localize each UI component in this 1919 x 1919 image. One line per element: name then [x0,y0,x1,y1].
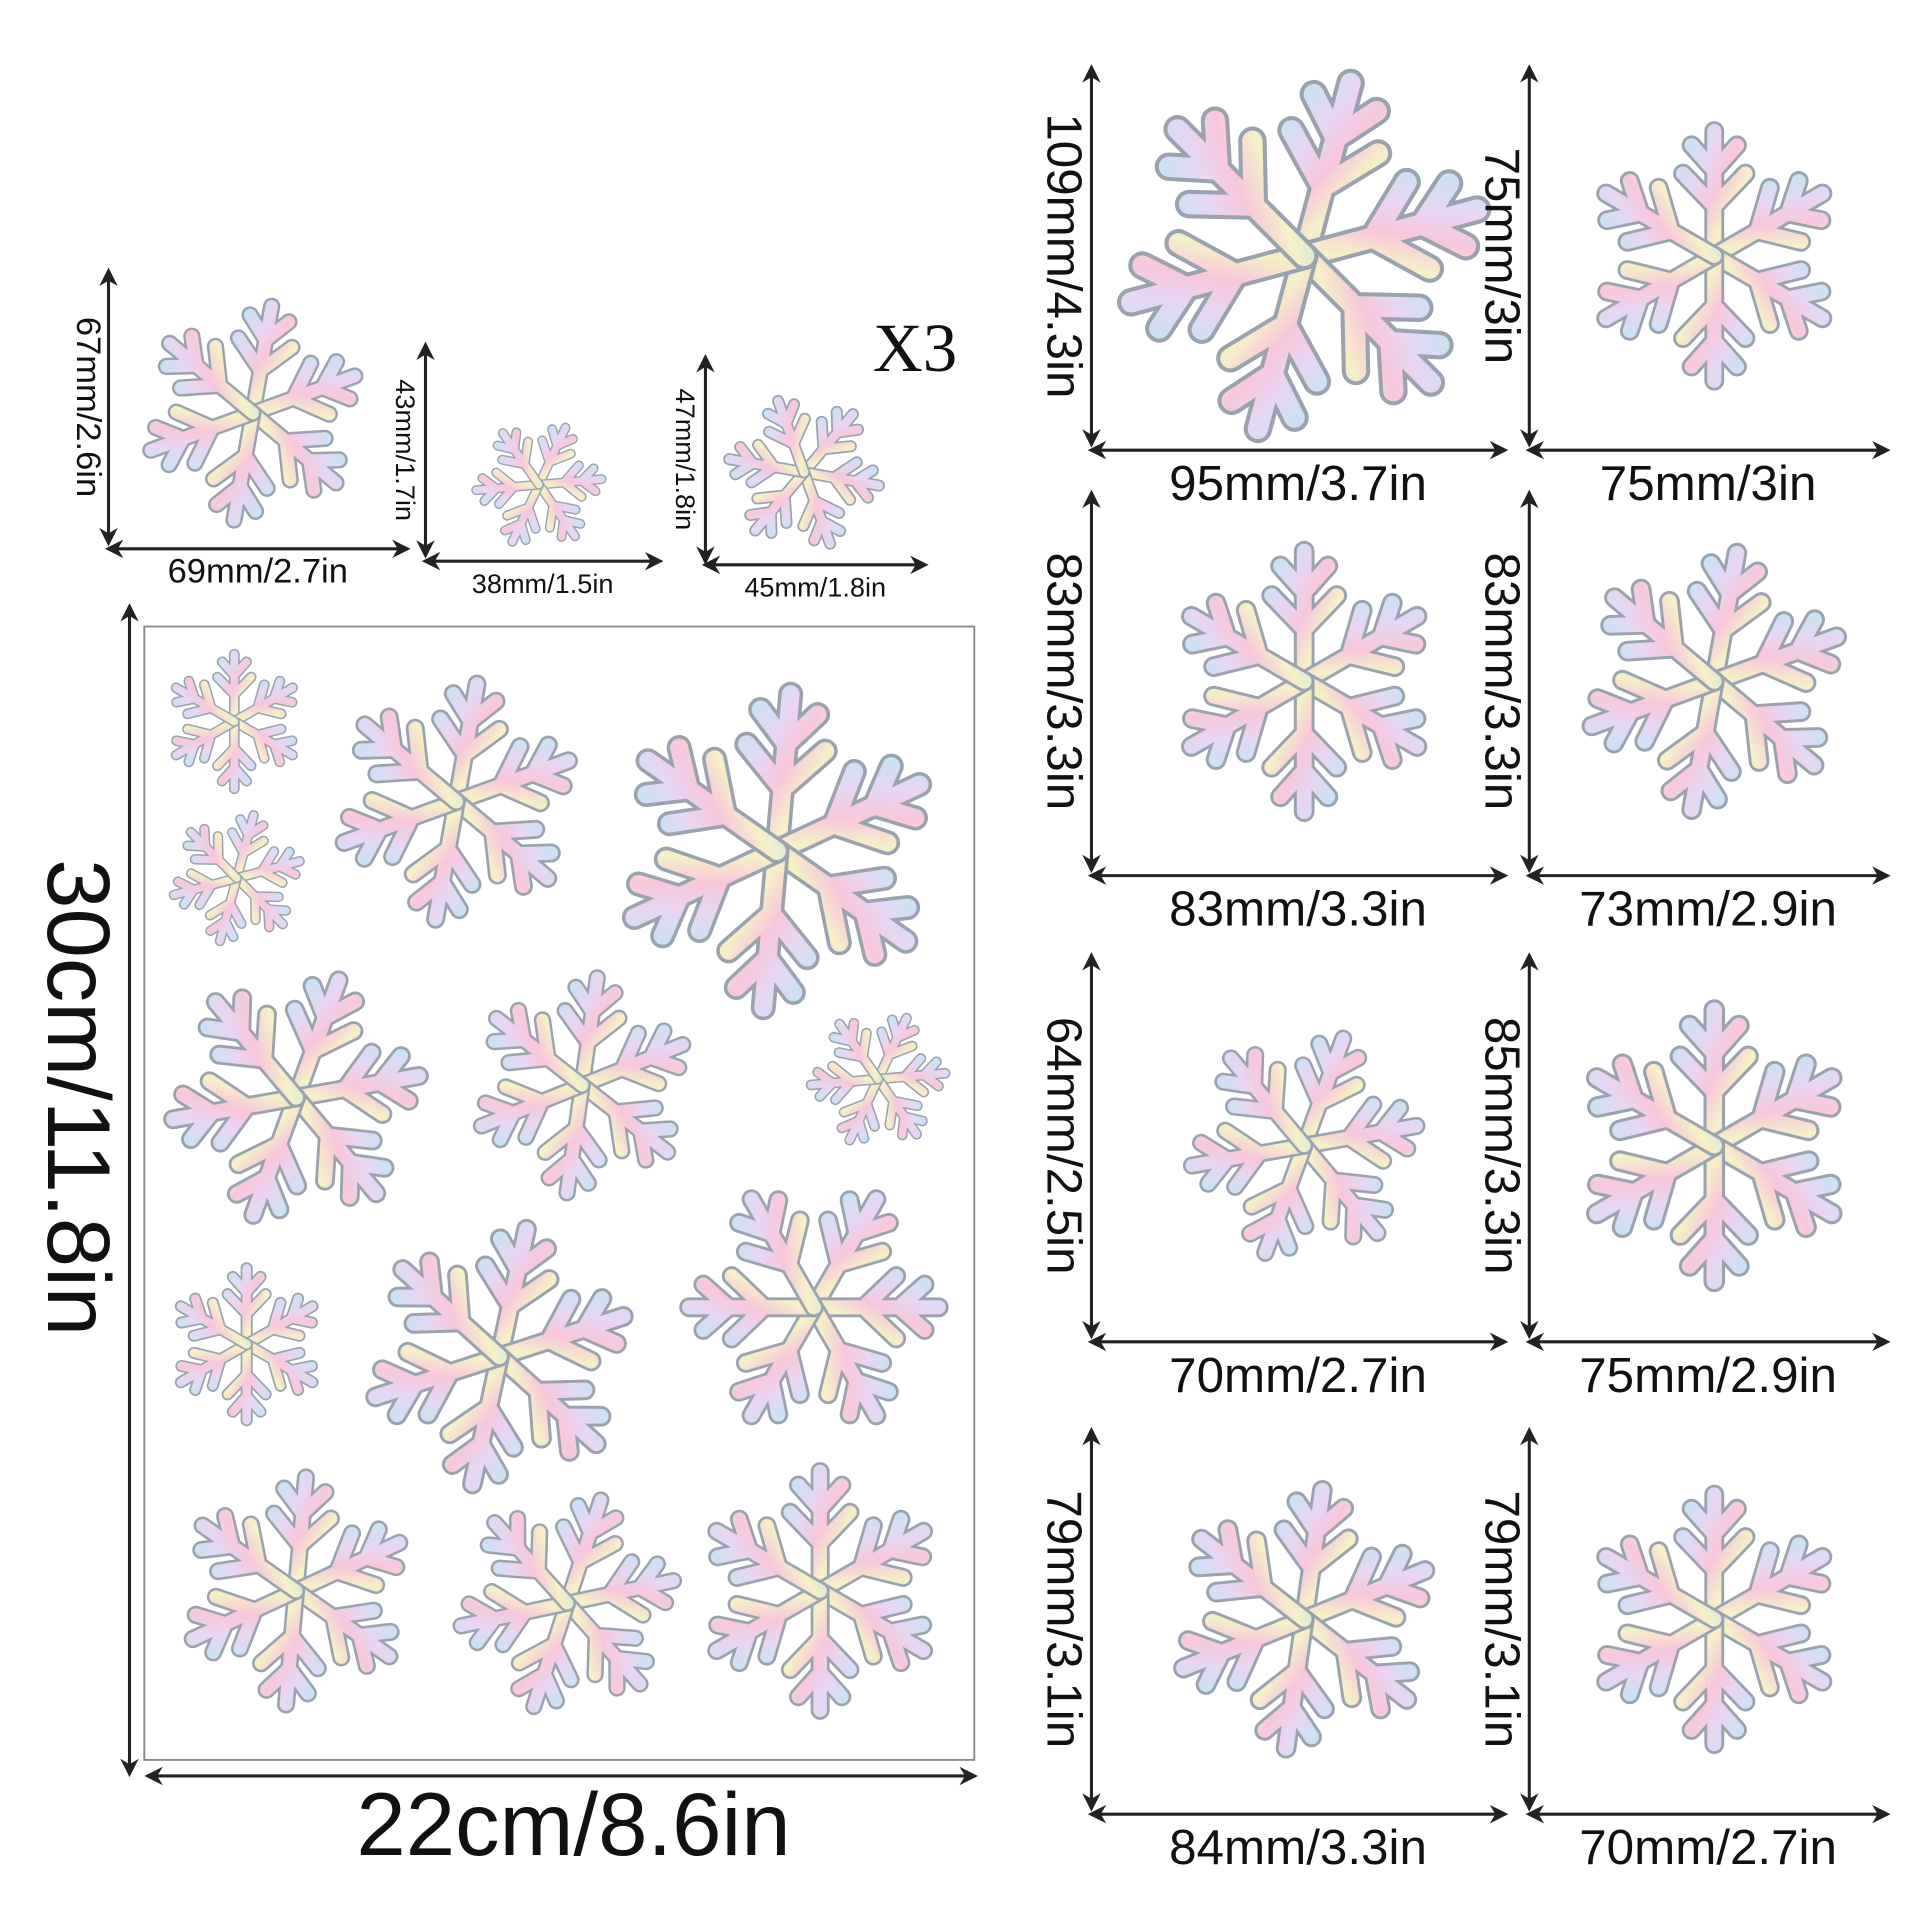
width-label: 75mm/2.9in [1579,1348,1837,1403]
width-label: 73mm/2.9in [1579,882,1837,937]
height-label: 109mm/4.3in [1037,113,1092,398]
width-label: 83mm/3.3in [1169,882,1427,937]
snowflake [346,1202,653,1510]
snowflake [168,654,301,789]
sheet-height-label: 30cm/11.8in [29,859,128,1336]
width-label: 95mm/3.7in [1169,456,1427,511]
height-label: 79mm/3.1in [1037,1490,1092,1748]
snowflake [1580,1010,1849,1281]
width-label: 38mm/1.5in [472,568,614,599]
width-label: 75mm/3in [1600,456,1817,511]
snowflake [158,799,316,958]
snowflake [1591,1495,1838,1745]
sheet-width-label: 22cm/8.6in [356,1775,790,1874]
snowflake [1086,37,1522,475]
snowflake [137,938,455,1257]
height-label: 85mm/3.3in [1474,1017,1529,1275]
sticker-sheet [143,625,976,1761]
snowflake [644,1137,983,1477]
height-label: 79mm/3.1in [1474,1490,1529,1748]
snowflake [1591,131,1838,381]
height-label: 43mm/1.7in [390,379,421,521]
snowflake [1158,1472,1450,1766]
height-label: 83mm/3.3in [1037,553,1092,811]
height-label: 64mm/2.5in [1037,1017,1092,1275]
snowflake [1175,551,1433,811]
snowflake [1565,531,1864,832]
width-label: 69mm/2.7in [168,553,348,591]
snowflake [174,1468,419,1715]
height-label: 83mm/3.3in [1474,553,1529,811]
snowflake [171,1268,322,1420]
height-label: 47mm/1.8in [670,389,701,531]
multiplier: X3 [873,309,957,386]
snowflake [698,366,911,579]
height-label: 67mm/2.6in [69,317,107,497]
snowflake [789,990,967,1168]
snowflake [128,288,378,539]
snowflake [460,963,703,1208]
snowflake [456,401,622,568]
width-label: 70mm/2.7in [1169,1348,1427,1403]
snowflake [702,1472,939,1711]
width-label: 84mm/3.3in [1169,1820,1427,1875]
snowflake [1159,1000,1449,1291]
width-label: 45mm/1.8in [744,572,886,603]
snowflake [608,681,946,1022]
height-label: 75mm/3in [1474,148,1529,365]
width-label: 70mm/2.7in [1579,1820,1837,1875]
snowflake [431,1467,703,1740]
snowflake [319,664,593,940]
